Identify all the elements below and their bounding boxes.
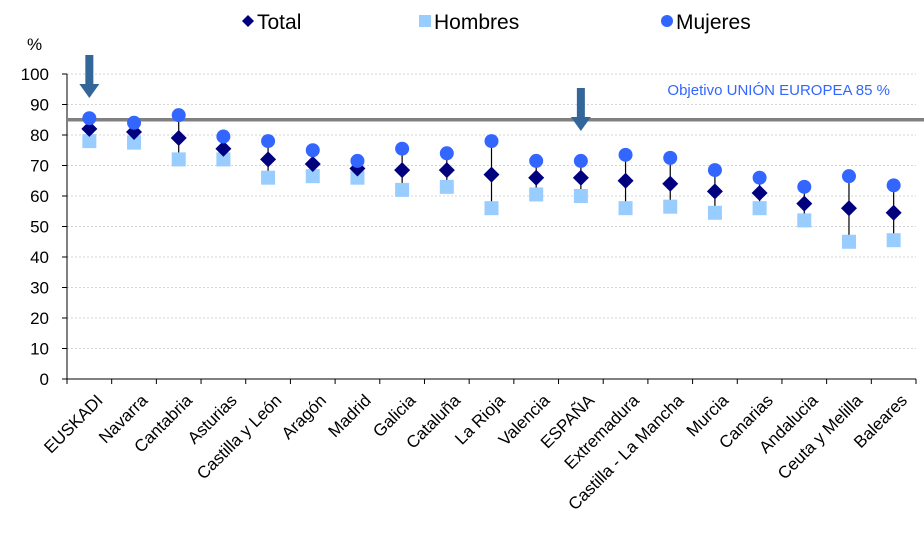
total-point — [706, 183, 723, 200]
hombres-point — [216, 152, 231, 167]
mujeres-point — [350, 153, 365, 168]
total-point — [572, 169, 589, 186]
y-tick-label: 60 — [30, 187, 49, 206]
mujeres-point — [886, 178, 901, 193]
series-hombres — [82, 134, 901, 249]
y-tick-label: 20 — [30, 309, 49, 328]
total-point — [617, 172, 634, 189]
legend-marker-hombres — [419, 15, 431, 27]
y-tick-label: 0 — [40, 370, 49, 389]
series-mujeres — [82, 108, 901, 194]
hombres-point — [886, 233, 901, 248]
mujeres-point — [127, 115, 142, 130]
mujeres-point — [663, 150, 678, 165]
legend-label: Hombres — [434, 11, 519, 34]
legend-label: Mujeres — [676, 11, 751, 34]
y-tick-label: 10 — [30, 340, 49, 359]
mujeres-point — [305, 143, 320, 158]
hombres-point — [484, 201, 499, 216]
hombres-point — [529, 187, 544, 202]
y-axis-ticks: 0 10 20 30 40 50 60 70 80 90 100 — [21, 65, 67, 389]
hombres-point — [752, 201, 767, 216]
total-point — [215, 140, 232, 157]
total-point — [260, 151, 277, 168]
mujeres-point — [573, 153, 588, 168]
total-point — [170, 130, 187, 147]
hombres-point — [305, 169, 320, 184]
y-unit-label: % — [27, 35, 42, 54]
legend: Total Hombres Mujeres — [242, 11, 751, 34]
total-point — [438, 162, 455, 179]
y-tick-label: 30 — [30, 279, 49, 298]
mujeres-point — [618, 147, 633, 162]
total-point — [81, 120, 98, 137]
mujeres-point — [439, 146, 454, 161]
y-tick-label: 100 — [21, 65, 49, 84]
hombres-point — [841, 234, 856, 249]
mujeres-point — [395, 141, 410, 156]
hombres-point — [350, 170, 365, 185]
hombres-point — [171, 152, 186, 167]
mujeres-point — [529, 153, 544, 168]
hombres-point — [663, 199, 678, 214]
y-tick-label: 40 — [30, 248, 49, 267]
mujeres-point — [841, 169, 856, 184]
total-point — [394, 162, 411, 179]
legend-label: Total — [257, 11, 301, 34]
down-arrow-icon — [79, 55, 100, 98]
arrow-markers — [79, 55, 591, 131]
mujeres-point — [707, 163, 722, 178]
series-total — [81, 120, 902, 221]
total-point — [885, 204, 902, 221]
y-tick-label: 50 — [30, 218, 49, 237]
total-point — [751, 184, 768, 201]
hombres-point — [439, 179, 454, 194]
x-tick-label: Madrid — [325, 391, 375, 441]
y-tick-label: 70 — [30, 157, 49, 176]
total-point — [840, 200, 857, 217]
hombres-point — [395, 182, 410, 197]
hombres-point — [707, 205, 722, 220]
y-tick-label: 80 — [30, 126, 49, 145]
hombres-point — [797, 213, 812, 228]
mujeres-point — [216, 129, 231, 144]
total-point — [483, 166, 500, 183]
axes — [66, 74, 917, 384]
hombres-point — [618, 201, 633, 216]
x-axis-labels: EUSKADINavarraCantabriaAsturiasCastilla … — [40, 390, 911, 513]
reference-line-label: Objetivo UNIÓN EUROPEA 85 % — [667, 82, 890, 99]
mujeres-point — [82, 111, 97, 126]
hombres-point — [261, 170, 276, 185]
x-tick-label: EUSKADI — [40, 391, 106, 457]
mujeres-point — [171, 108, 186, 123]
mujeres-point — [797, 179, 812, 194]
hombres-point — [82, 134, 97, 149]
hombres-point — [127, 135, 142, 150]
x-tick-label: Aragón — [278, 391, 330, 443]
total-point — [304, 155, 321, 172]
mujeres-point — [484, 134, 499, 149]
legend-marker-mujeres — [661, 15, 673, 27]
total-point — [528, 169, 545, 186]
total-point — [796, 195, 813, 212]
down-arrow-icon — [570, 88, 591, 131]
mujeres-point — [261, 134, 276, 149]
hombres-point — [573, 189, 588, 203]
y-tick-label: 90 — [30, 96, 49, 115]
mujeres-point — [752, 170, 767, 185]
total-point — [662, 175, 679, 192]
legend-marker-total — [242, 15, 254, 27]
